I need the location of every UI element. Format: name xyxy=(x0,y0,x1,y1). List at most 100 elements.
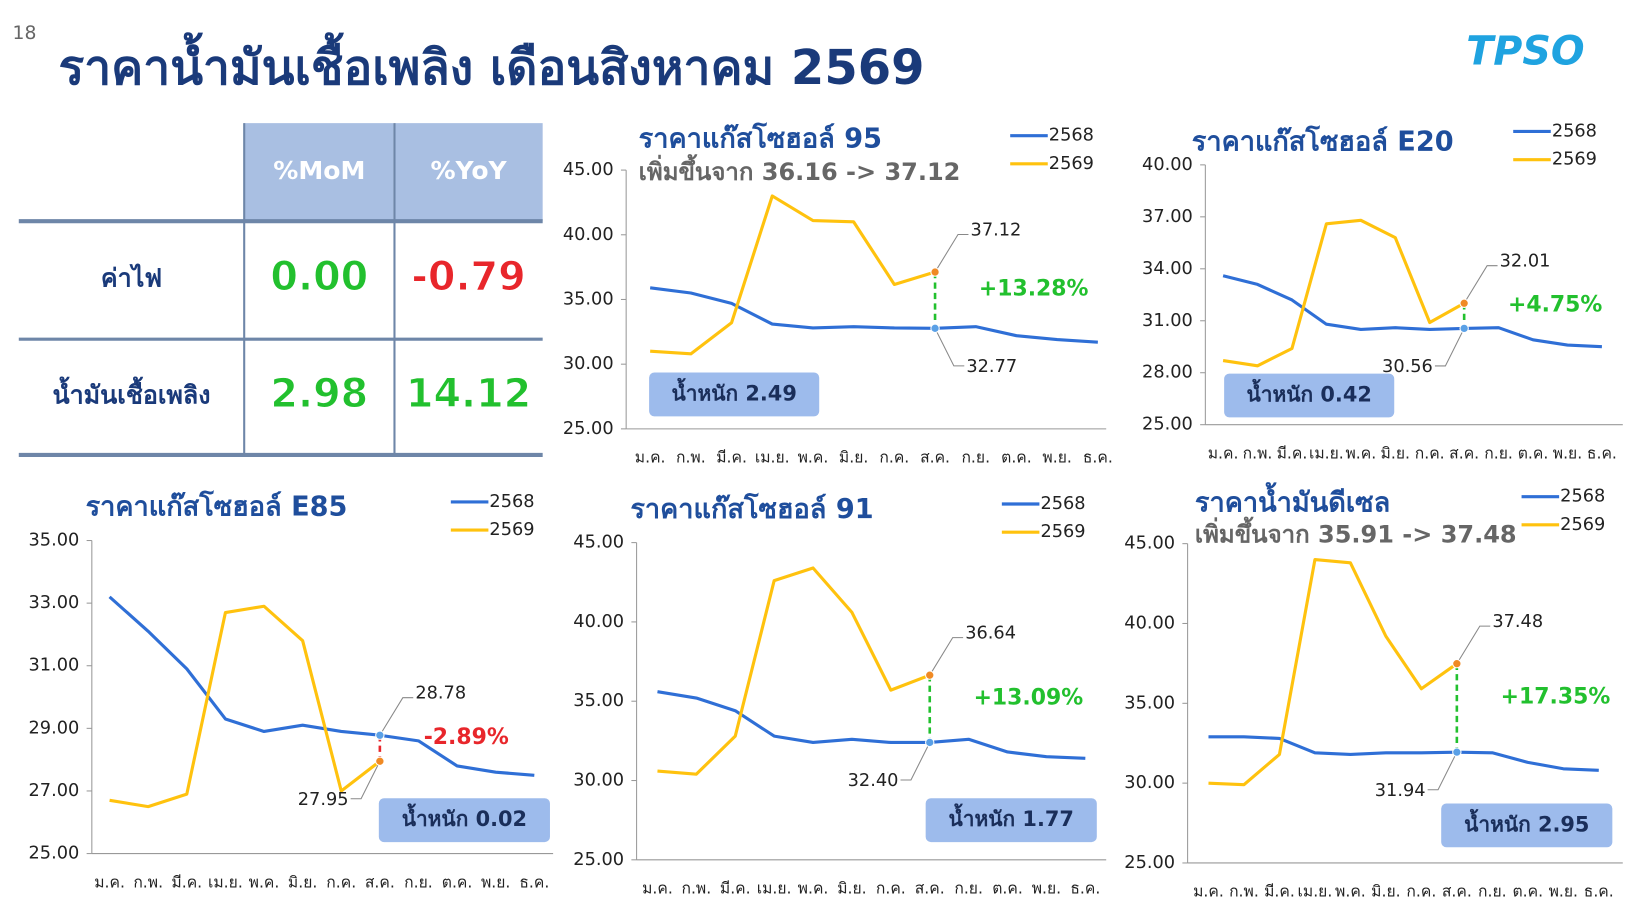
legend-label: 2568 xyxy=(1560,487,1605,507)
x-tick-label: ก.ย. xyxy=(1478,882,1507,901)
change-label: +4.75% xyxy=(1508,292,1602,317)
y-tick-label: 25.00 xyxy=(563,419,614,439)
weight-label: น้ำหนัก 0.02 xyxy=(402,803,527,831)
table-value: 14.12 xyxy=(406,371,531,417)
y-tick-label: 35.00 xyxy=(563,289,614,309)
series-line xyxy=(650,194,936,356)
legend-label: 2568 xyxy=(489,492,534,512)
value-label: 31.94 xyxy=(1375,781,1426,801)
chart-title: ราคาแก๊สโซฮอล์ E20 xyxy=(1192,124,1454,157)
value-label: 36.64 xyxy=(965,623,1016,643)
x-tick-label: ส.ค. xyxy=(920,448,950,467)
y-tick-label: 45.00 xyxy=(573,533,624,553)
weight-label: น้ำหนัก 1.77 xyxy=(949,803,1074,831)
chart-title: ราคาแก๊สโซฮอล์ 95 xyxy=(639,121,882,154)
x-tick-label: มิ.ย. xyxy=(1381,443,1410,462)
leader xyxy=(1434,328,1465,367)
series-line xyxy=(649,286,1098,344)
x-tick-label: ธ.ค. xyxy=(1584,882,1614,901)
legend-label: 2568 xyxy=(1040,494,1085,514)
legend-label: 2569 xyxy=(489,520,534,540)
legend-label: 2568 xyxy=(1552,121,1597,141)
leader xyxy=(350,760,381,800)
x-tick-label: ธ.ค. xyxy=(519,872,549,891)
y-tick-label: 25.00 xyxy=(1142,415,1193,435)
series-line xyxy=(1222,274,1602,349)
value-label: 30.56 xyxy=(1382,357,1433,377)
y-tick-label: 31.00 xyxy=(29,656,80,676)
y-tick-label: 34.00 xyxy=(1142,259,1193,279)
x-tick-label: มี.ค. xyxy=(720,879,751,898)
change-label: +13.09% xyxy=(974,685,1084,710)
leader xyxy=(929,637,964,676)
leader xyxy=(934,233,969,273)
y-tick-label: 30.00 xyxy=(563,354,614,374)
x-tick-label: ก.ค. xyxy=(326,872,356,891)
x-tick-label: ม.ค. xyxy=(642,879,673,898)
x-tick-label: พ.ค. xyxy=(249,872,280,891)
y-tick-label: 40.00 xyxy=(573,612,624,632)
chart-subtitle: เพิ่มขึ้นจาก 35.91 -> 37.48 xyxy=(1195,515,1517,548)
table-value: -0.79 xyxy=(411,254,525,300)
table-value: 2.98 xyxy=(270,371,368,417)
y-tick-label: 25.00 xyxy=(29,844,80,864)
chart-title: ราคาแก๊สโซฮอล์ 91 xyxy=(630,492,873,525)
x-tick-label: ก.พ. xyxy=(681,879,711,898)
x-tick-label: มิ.ย. xyxy=(839,448,868,467)
data-point xyxy=(1452,659,1462,669)
x-tick-label: ม.ค. xyxy=(94,872,125,891)
y-tick-label: 27.00 xyxy=(29,781,80,801)
legend-label: 2569 xyxy=(1560,515,1605,535)
x-tick-label: ก.ย. xyxy=(961,448,990,467)
data-point xyxy=(375,730,385,740)
y-tick-label: 33.00 xyxy=(29,593,80,613)
value-label: 32.40 xyxy=(848,771,899,791)
y-tick-label: 35.00 xyxy=(573,691,624,711)
y-tick-label: 35.00 xyxy=(1124,693,1175,713)
leader xyxy=(1427,751,1458,791)
change-label: +17.35% xyxy=(1501,685,1611,710)
y-tick-label: 25.00 xyxy=(573,850,624,870)
weight-box xyxy=(1224,373,1395,418)
x-tick-label: ต.ค. xyxy=(442,872,473,891)
x-tick-label: ม.ค. xyxy=(1208,443,1239,462)
y-tick-label: 30.00 xyxy=(1124,773,1175,793)
logo: TPSO xyxy=(1466,29,1584,75)
y-tick-label: 28.00 xyxy=(1142,363,1193,383)
x-tick-label: มี.ค. xyxy=(1264,882,1295,901)
value-label: 27.95 xyxy=(298,790,349,810)
x-tick-label: เม.ย. xyxy=(757,879,792,898)
x-tick-label: ก.พ. xyxy=(676,448,706,467)
value-label: 37.48 xyxy=(1492,612,1543,632)
x-tick-label: ส.ค. xyxy=(365,872,395,891)
data-point xyxy=(925,737,935,748)
main-title: ราคาน้ำมันเชื้อเพลิง เดือนสิงหาคม 2569 xyxy=(58,32,924,96)
y-tick-label: 45.00 xyxy=(563,160,614,180)
value-label: 32.01 xyxy=(1500,252,1551,272)
y-tick-label: 40.00 xyxy=(1142,155,1193,175)
header-cell xyxy=(394,123,543,222)
x-tick-label: ม.ค. xyxy=(1193,882,1224,901)
x-tick-label: ธ.ค. xyxy=(1070,879,1100,898)
x-tick-label: ก.ค. xyxy=(879,448,909,467)
x-tick-label: ก.พ. xyxy=(133,872,163,891)
x-tick-label: เม.ย. xyxy=(208,872,243,891)
x-tick-label: พ.ย. xyxy=(1549,882,1578,901)
series-line xyxy=(109,604,381,809)
data-point xyxy=(1459,298,1469,308)
x-tick-label: ต.ค. xyxy=(1518,443,1549,462)
chart-title: ราคาแก๊สโซฮอล์ E85 xyxy=(86,490,348,523)
y-tick-label: 25.00 xyxy=(1124,853,1175,873)
x-tick-label: เม.ย. xyxy=(1298,882,1333,901)
x-tick-label: พ.ค. xyxy=(798,448,829,467)
x-tick-label: ก.ย. xyxy=(954,879,983,898)
series-line xyxy=(1208,735,1599,772)
series-line xyxy=(657,690,1086,760)
change-label: -2.89% xyxy=(424,725,509,750)
x-tick-label: ก.ย. xyxy=(404,872,433,891)
y-tick-label: 40.00 xyxy=(563,225,614,245)
change-label: +13.28% xyxy=(979,277,1089,302)
x-tick-label: ส.ค. xyxy=(1449,443,1479,462)
column-header: %MoM xyxy=(273,156,365,185)
